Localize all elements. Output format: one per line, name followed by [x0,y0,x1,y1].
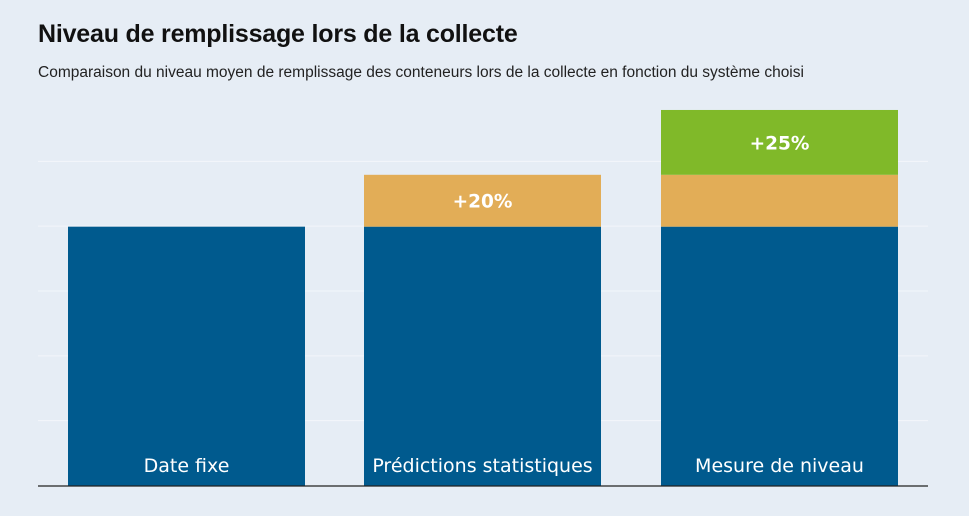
bar-segment-1-2 [364,226,601,486]
chart-title: Niveau de remplissage lors de la collect… [38,20,518,48]
category-label: Prédictions statistiques [372,455,592,477]
bar-segment-2-3 [661,174,898,227]
chart-subtitle: Comparaison du niveau moyen de remplissa… [38,64,804,81]
segment-data-label: +25% [750,133,810,154]
segment-data-label: +20% [453,192,513,213]
bar-segment-1-3 [661,226,898,486]
bar-segment-2-2 [364,174,601,227]
category-label: Date fixe [144,455,230,477]
bar-segment-3-3 [661,109,898,175]
category-label: Mesure de niveau [695,455,864,477]
bar-segment-1-1 [68,226,305,486]
